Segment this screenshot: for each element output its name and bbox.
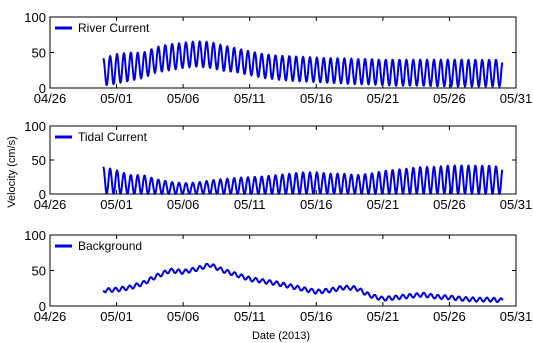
x-tick-label: 05/11 [234, 309, 266, 324]
x-tick-label: 05/26 [433, 91, 466, 106]
x-tick-label: 05/06 [167, 197, 200, 212]
x-tick-label: 05/26 [433, 197, 466, 212]
series-line [102, 262, 504, 304]
chart-panel: 04/26 05/01 05/06 05/11 05/16 05/21 05/26 05/31… [24, 10, 532, 106]
series-line [102, 40, 504, 88]
x-tick-label: 05/01 [100, 309, 133, 324]
legend-label: Background [78, 239, 142, 253]
x-tick-label: 04/26 [34, 309, 67, 324]
chart-panel: 04/26 05/01 05/06 05/11 05/16 05/21 05/26 05/31… [24, 228, 532, 324]
y-tick-label: 0 [39, 187, 46, 202]
x-tick-label: 05/06 [167, 309, 200, 324]
x-tick-label: 05/16 [300, 91, 333, 106]
x-tick-label: 05/31 [500, 91, 533, 106]
x-tick-label: 05/01 [100, 197, 133, 212]
y-tick-label: 100 [24, 10, 46, 25]
x-axis-label: Date (2013) [252, 330, 310, 342]
x-tick-label: 05/31 [500, 197, 533, 212]
x-tick-label: 05/21 [367, 309, 400, 324]
series-line [102, 164, 504, 195]
x-tick-label: 05/01 [100, 91, 133, 106]
y-axis-label: Velocity (cm/s) [6, 136, 18, 208]
x-tick-label: 05/16 [300, 309, 333, 324]
y-tick-label: 0 [39, 81, 46, 96]
x-tick-label: 05/06 [167, 91, 200, 106]
legend-label: Tidal Current [78, 130, 148, 144]
y-tick-label: 50 [32, 264, 46, 279]
x-tick-label: 05/26 [433, 309, 466, 324]
x-tick-label: 05/16 [300, 197, 333, 212]
x-tick-label: 05/21 [367, 197, 400, 212]
y-tick-label: 100 [24, 228, 46, 243]
y-tick-label: 0 [39, 299, 46, 314]
y-tick-label: 100 [24, 119, 46, 134]
x-tick-label: 05/31 [500, 309, 533, 324]
x-tick-label: 04/26 [34, 91, 67, 106]
x-tick-label: 04/26 [34, 197, 67, 212]
legend-label: River Current [78, 21, 150, 35]
y-tick-label: 50 [32, 153, 46, 168]
chart-panel: 04/26 05/01 05/06 05/11 05/16 05/21 05/26 05/31… [24, 119, 532, 212]
x-tick-label: 05/11 [234, 197, 266, 212]
x-tick-label: 05/21 [367, 91, 400, 106]
x-tick-label: 05/11 [234, 91, 266, 106]
y-tick-label: 50 [32, 46, 46, 61]
